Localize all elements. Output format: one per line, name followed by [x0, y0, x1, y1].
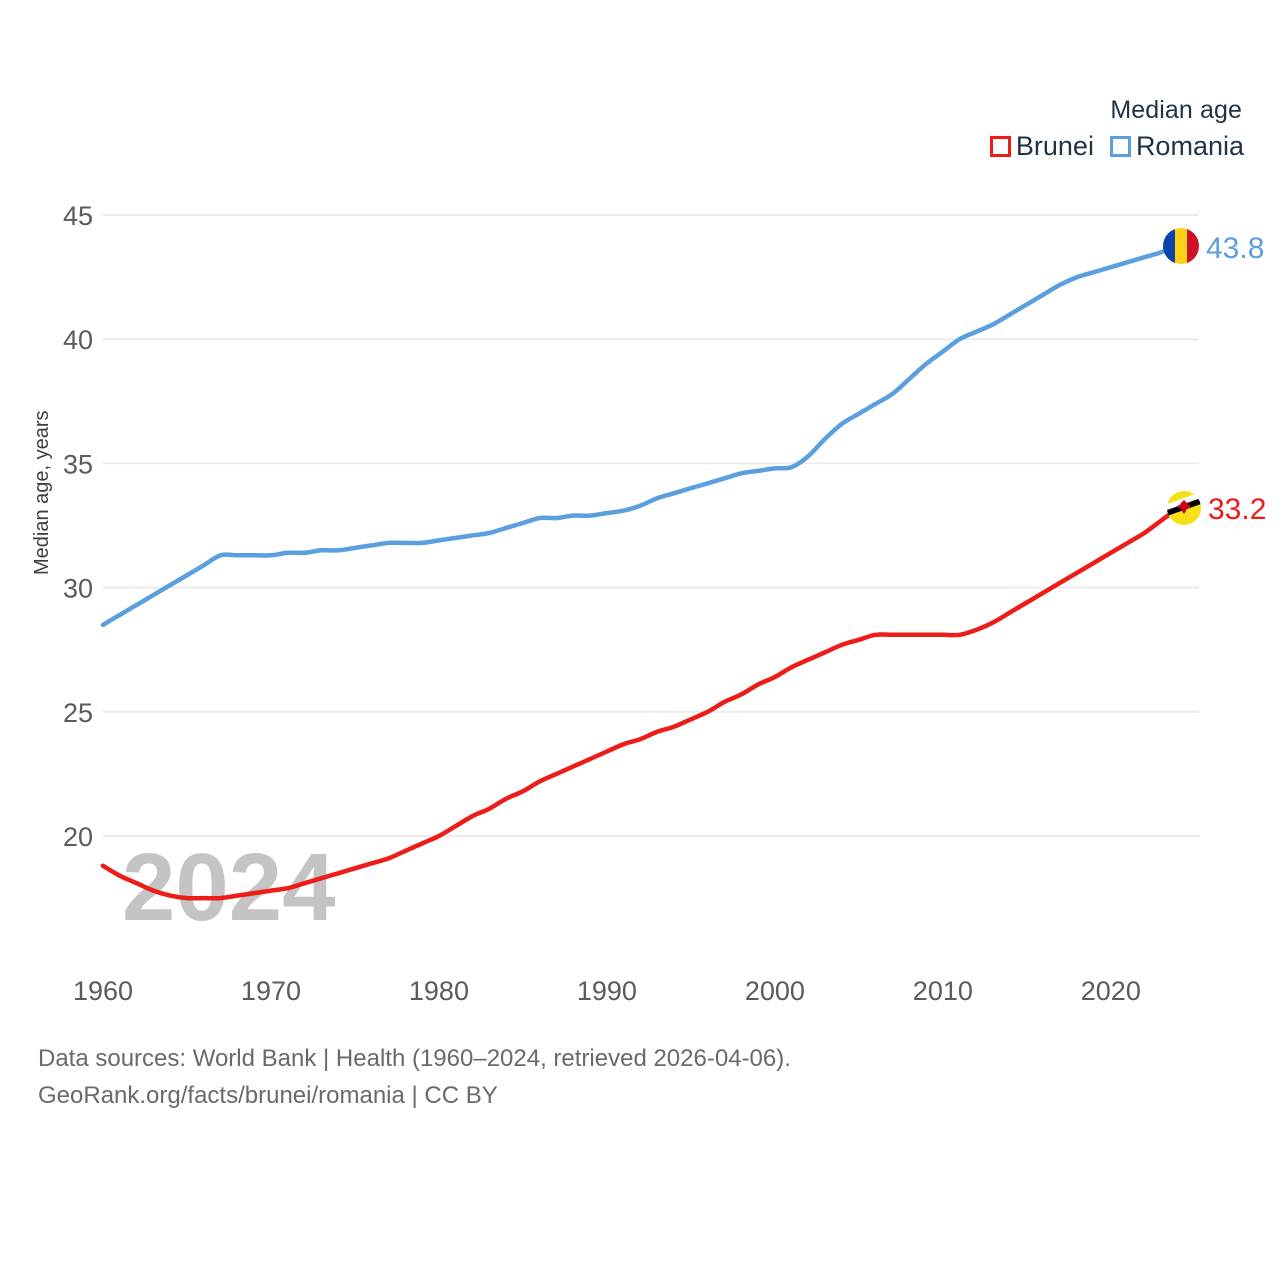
legend-items: Brunei Romania — [989, 131, 1244, 161]
y-tick-35: 35 — [63, 449, 93, 479]
footer-credits: Data sources: World Bank | Health (1960–… — [38, 1040, 791, 1114]
y-tick-40: 40 — [63, 325, 93, 355]
series-line-romania — [100, 242, 1181, 628]
brunei-flag-icon — [1167, 491, 1201, 525]
x-tick-1980: 1980 — [409, 976, 469, 1006]
x-tick-1970: 1970 — [241, 976, 301, 1006]
x-tick-1990: 1990 — [577, 976, 637, 1006]
gridlines — [103, 214, 1199, 837]
x-axis-ticks: 1960 1970 1980 1990 2000 2010 2020 — [73, 976, 1141, 1006]
legend-label-brunei: Brunei — [1015, 131, 1094, 161]
x-tick-1960: 1960 — [73, 976, 133, 1006]
x-tick-2000: 2000 — [745, 976, 805, 1006]
footer-line-sources: Data sources: World Bank | Health (1960–… — [38, 1045, 791, 1072]
x-tick-2020: 2020 — [1081, 976, 1141, 1006]
year-watermark: 2024 — [122, 834, 336, 941]
romania-flag-icon — [1163, 228, 1199, 264]
legend-swatch-brunei — [989, 136, 1011, 157]
brunei-end-value: 33.2 — [1208, 493, 1266, 526]
legend-label-romania: Romania — [1135, 131, 1244, 161]
y-tick-30: 30 — [63, 574, 93, 604]
legend-item-romania[interactable]: Romania — [1109, 131, 1244, 161]
romania-end-value: 43.8 — [1206, 232, 1264, 265]
y-axis-ticks: 45 40 35 30 25 20 — [63, 201, 93, 852]
chart-legend: Median age Brunei Romania — [989, 96, 1244, 161]
footer-line-url[interactable]: GeoRank.org/facts/brunei/romania | CC BY — [38, 1082, 498, 1110]
data-series — [100, 242, 1181, 901]
y-tick-25: 25 — [63, 698, 93, 728]
y-tick-20: 20 — [63, 822, 93, 852]
legend-swatch-romania — [1109, 136, 1131, 157]
y-tick-45: 45 — [63, 201, 93, 231]
legend-item-brunei[interactable]: Brunei — [989, 131, 1094, 161]
legend-title: Median age — [1110, 96, 1242, 124]
x-tick-2010: 2010 — [913, 976, 973, 1006]
y-axis-title: Median age, years — [31, 410, 53, 575]
series-line-brunei — [100, 505, 1181, 901]
